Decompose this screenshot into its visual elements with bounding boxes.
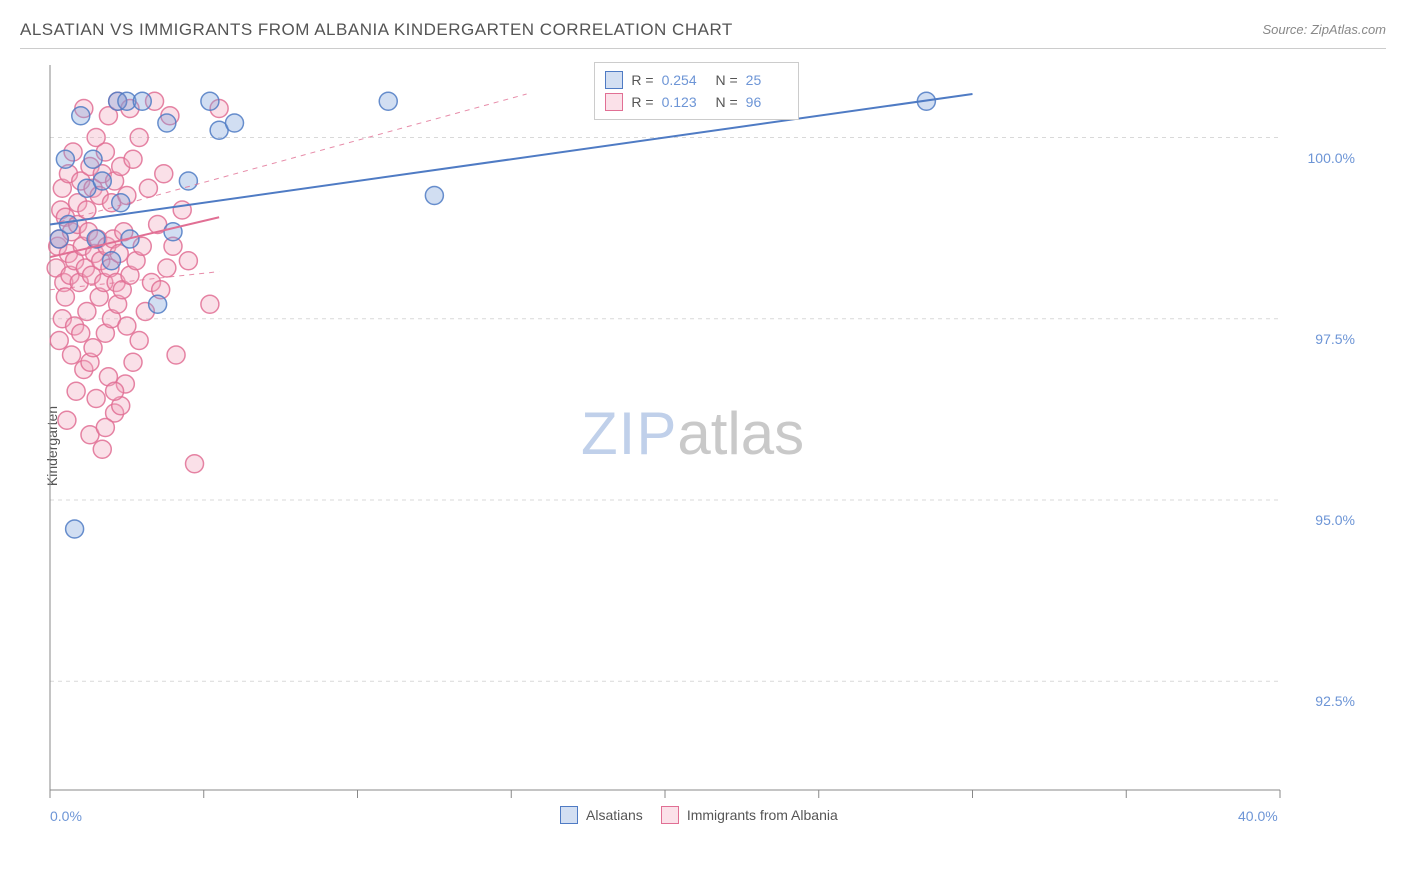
legend-swatch-icon [605,93,623,111]
y-tick-label: 95.0% [1315,512,1355,528]
source-label: Source: ZipAtlas.com [1262,22,1386,37]
series-legend: Alsatians Immigrants from Albania [560,806,838,824]
y-tick-label: 97.5% [1315,331,1355,347]
y-tick-label: 92.5% [1315,693,1355,709]
stats-legend-row: R = 0.254 N = 25 [605,69,787,91]
legend-swatch-icon [605,71,623,89]
chart-header: ALSATIAN VS IMMIGRANTS FROM ALBANIA KIND… [20,20,1386,49]
legend-item-label: Immigrants from Albania [687,807,838,823]
x-tick-label: 40.0% [1238,808,1278,824]
legend-n-label: N = [712,72,738,88]
chart-title: ALSATIAN VS IMMIGRANTS FROM ALBANIA KIND… [20,20,1386,49]
legend-n-value: 25 [746,72,788,88]
legend-item-label: Alsatians [586,807,643,823]
scatter-chart [45,60,1385,830]
legend-item: Alsatians [560,806,643,824]
legend-n-value: 96 [746,94,788,110]
legend-n-label: N = [712,94,738,110]
legend-r-value: 0.254 [662,72,704,88]
legend-r-label: R = [631,72,653,88]
legend-swatch-icon [560,806,578,824]
x-tick-label: 0.0% [50,808,82,824]
y-tick-label: 100.0% [1308,150,1355,166]
stats-legend: R = 0.254 N = 25 R = 0.123 N = 96 [594,62,798,120]
stats-legend-row: R = 0.123 N = 96 [605,91,787,113]
legend-swatch-icon [661,806,679,824]
legend-r-value: 0.123 [662,94,704,110]
plot-area: R =0.254 N =25R =0.123 N =96 ZIPatlas Al… [45,60,1385,830]
legend-item: Immigrants from Albania [661,806,838,824]
legend-r-label: R = [631,94,653,110]
